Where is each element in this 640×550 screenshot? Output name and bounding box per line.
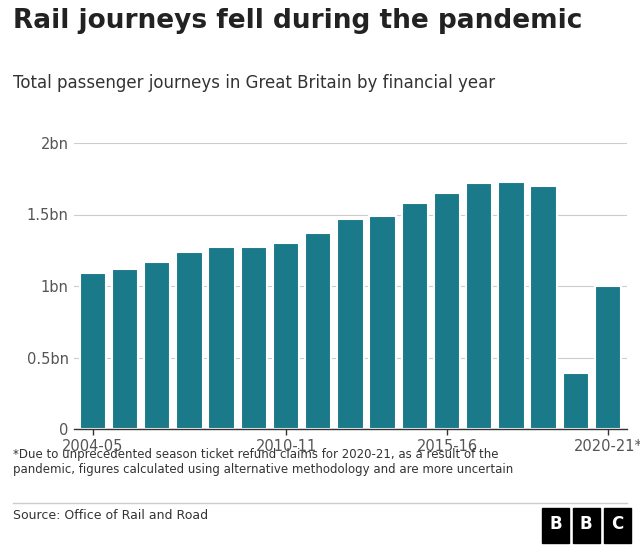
Text: Total passenger journeys in Great Britain by financial year: Total passenger journeys in Great Britai… xyxy=(13,74,495,92)
Text: B: B xyxy=(549,515,562,534)
Bar xyxy=(112,269,138,429)
Bar xyxy=(144,262,170,429)
Bar xyxy=(604,508,631,542)
Bar xyxy=(434,193,460,429)
Bar xyxy=(209,248,235,429)
Bar xyxy=(369,216,396,429)
Bar xyxy=(573,508,600,542)
Text: C: C xyxy=(611,515,623,534)
Text: *Due to unprecedented season ticket refund claims for 2020-21, as a result of th: *Due to unprecedented season ticket refu… xyxy=(13,448,513,476)
Text: Source: Office of Rail and Road: Source: Office of Rail and Road xyxy=(13,509,208,522)
Bar xyxy=(498,182,525,429)
Bar xyxy=(541,508,569,542)
Bar xyxy=(305,233,332,429)
Bar xyxy=(273,243,300,429)
Text: B: B xyxy=(580,515,593,534)
Bar xyxy=(595,286,621,429)
Text: Rail journeys fell during the pandemic: Rail journeys fell during the pandemic xyxy=(13,8,582,34)
Bar xyxy=(466,183,492,429)
Bar xyxy=(531,186,557,429)
Bar xyxy=(80,273,106,429)
Bar xyxy=(337,219,364,429)
Bar xyxy=(401,203,428,429)
Bar xyxy=(176,252,203,429)
Bar xyxy=(241,248,267,429)
Bar xyxy=(563,373,589,429)
